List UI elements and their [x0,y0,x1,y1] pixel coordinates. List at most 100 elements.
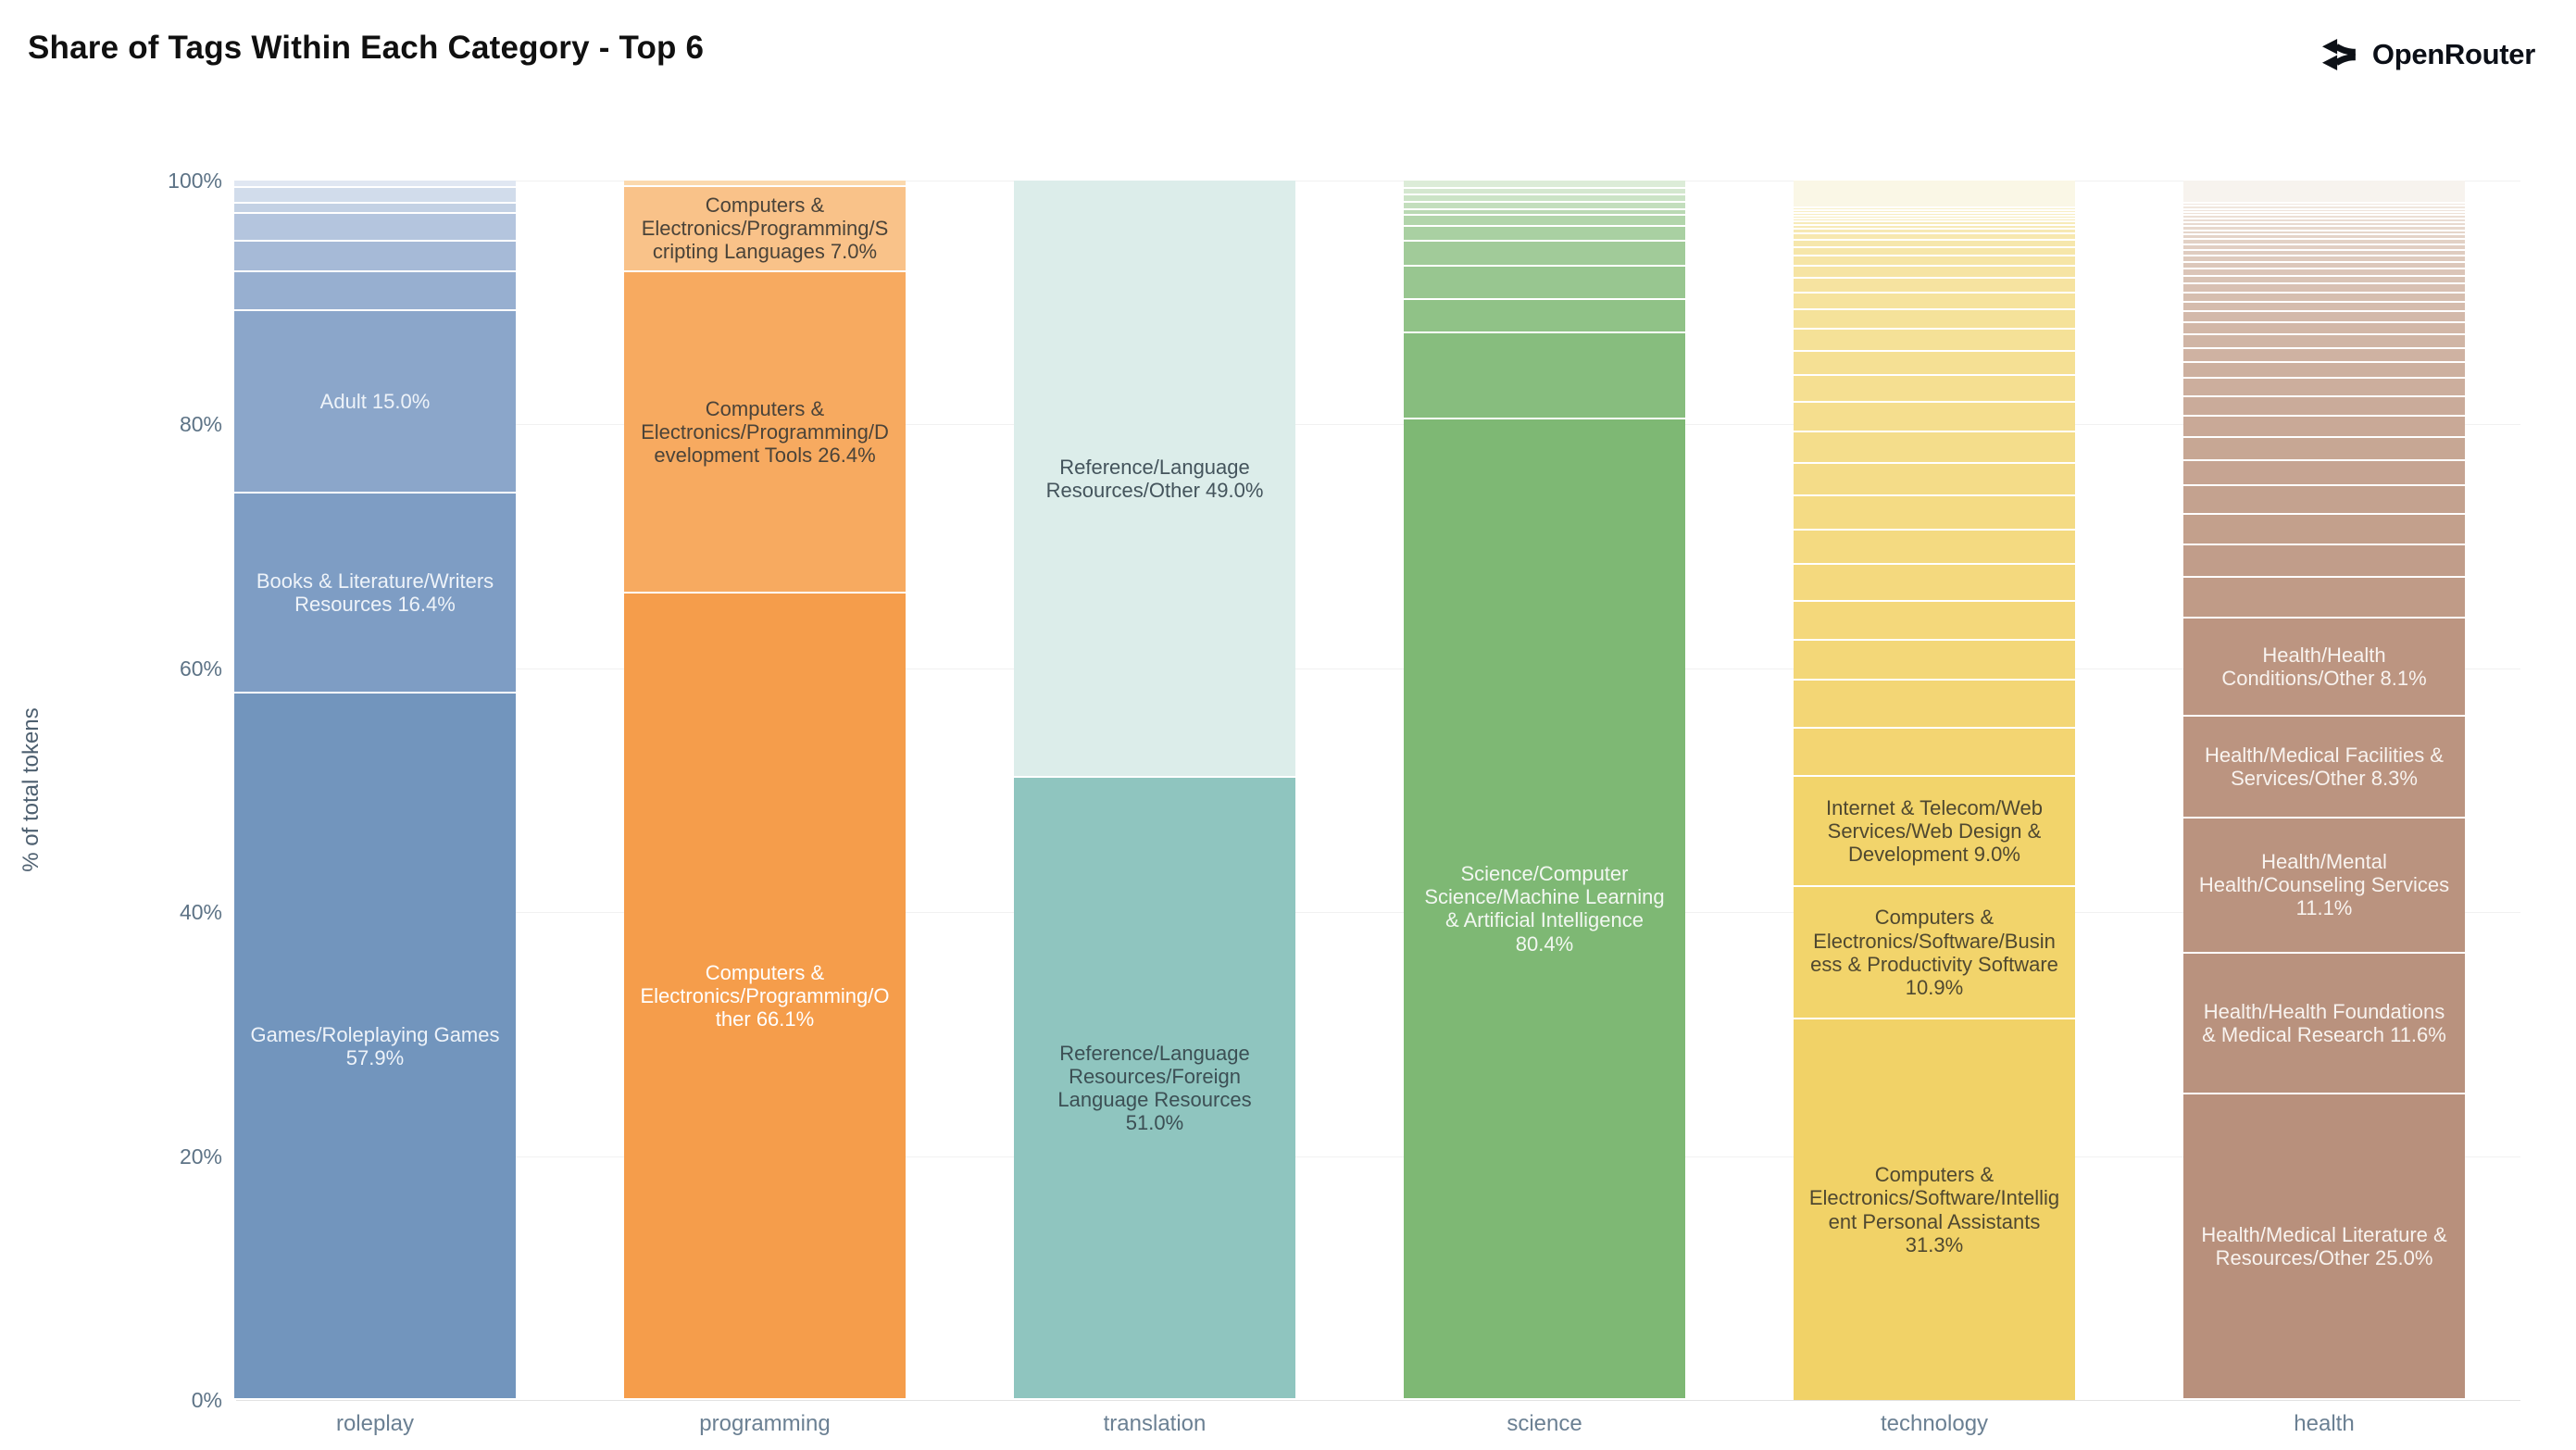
bar-segment[interactable] [2183,223,2465,225]
bar-segment[interactable] [2183,240,2465,244]
bar-segment[interactable]: Reference/Language Resources/Other 49.0% [1014,181,1295,777]
bar-segment[interactable] [2183,460,2465,485]
bar-segment[interactable] [1404,181,1685,188]
bar-segment[interactable] [1794,431,2075,462]
bar-segment[interactable] [2183,250,2465,256]
bar-segment[interactable] [1794,728,2075,776]
bar-segment[interactable] [2183,312,2465,321]
bar-segment[interactable]: Computers & Electronics/Software/Busines… [1794,886,2075,1019]
bar-segment[interactable] [2183,209,2465,211]
bar-segment[interactable]: Health/Health Foundations & Medical Rese… [2183,953,2465,1094]
bar-segment[interactable] [1794,496,2075,530]
bar-segment[interactable] [1794,214,2075,216]
bar-segment[interactable]: Health/Mental Health/Counseling Services… [2183,818,2465,952]
bar-segment[interactable] [1794,256,2075,265]
bar-segment[interactable] [1404,227,1685,240]
bar-segment[interactable] [1404,267,1685,298]
bar-segment[interactable] [2183,293,2465,301]
bar-segment[interactable] [2183,379,2465,395]
bar-segment[interactable] [2183,212,2465,215]
bar-segment[interactable] [1404,300,1685,331]
bar-segment[interactable] [1794,241,2075,246]
bar-segment[interactable]: Internet & Telecom/Web Services/Web Desi… [1794,777,2075,885]
bar-segment[interactable] [1794,565,2075,600]
bar-segment[interactable] [1794,208,2075,210]
bar-segment[interactable] [1794,601,2075,639]
bar-segment[interactable] [2183,302,2465,311]
bar-segment[interactable]: Computers & Electronics/Programming/Othe… [624,594,906,1398]
bar-segment[interactable]: Adult 15.0% [234,310,516,493]
bar-segment[interactable] [1794,351,2075,375]
bar-segment[interactable] [1404,209,1685,215]
bar-segment[interactable] [2183,204,2465,206]
bar-segment[interactable]: Computers & Electronics/Programming/Deve… [624,271,906,593]
bar-segment[interactable] [1404,332,1685,419]
bar-segment[interactable] [2183,226,2465,230]
bar-segment[interactable] [234,187,516,202]
bar-segment[interactable] [2183,396,2465,415]
bar-segment[interactable]: Reference/Language Resources/Foreign Lan… [1014,778,1295,1398]
bar-segment[interactable] [1404,194,1685,201]
bar-segment[interactable] [1794,293,2075,309]
bar-segment[interactable] [2183,219,2465,222]
bar-segment[interactable] [1404,189,1685,194]
bar-segment[interactable] [624,181,906,185]
bar-segment[interactable] [1794,681,2075,727]
bar-segment[interactable]: Computers & Electronics/Software/Intelli… [1794,1019,2075,1400]
bar-segment[interactable] [1404,202,1685,208]
bar-segment[interactable]: Games/Roleplaying Games 57.9% [234,694,516,1398]
bar-segment[interactable] [234,213,516,240]
bar-segment[interactable] [2183,262,2465,269]
bar-segment[interactable] [1794,278,2075,292]
bar-segment[interactable]: Books & Literature/Writers Resources 16.… [234,494,516,693]
bar-segment[interactable]: Health/Medical Facilities & Services/Oth… [2183,717,2465,817]
bar-segment[interactable] [2183,322,2465,334]
bar-segment[interactable] [2183,284,2465,292]
bar-segment[interactable] [2183,235,2465,239]
bar-segment[interactable] [1794,181,2075,207]
bar-segment[interactable] [1794,403,2075,431]
bar-segment[interactable] [1794,310,2075,329]
bar-segment[interactable]: Health/Health Conditions/Other 8.1% [2183,618,2465,716]
bar-segment[interactable] [2183,578,2465,617]
bar-segment[interactable] [234,204,516,212]
bar-segment[interactable] [1404,241,1685,266]
bar-segment[interactable] [1794,247,2075,256]
bar-segment[interactable] [2183,269,2465,275]
bar-segment[interactable] [2183,216,2465,219]
bar-segment[interactable] [234,271,516,309]
bar-segment[interactable] [1794,222,2075,225]
bar-segment[interactable] [1794,230,2075,233]
bar-segment[interactable] [2183,544,2465,577]
bar-segment[interactable] [1794,463,2075,495]
bar-segment[interactable] [2183,514,2465,544]
bar-segment[interactable] [2183,486,2465,513]
bar-segment[interactable] [1794,640,2075,680]
bar-segment[interactable] [1794,266,2075,277]
bar-segment[interactable] [2183,276,2465,283]
bar-segment[interactable] [2183,181,2465,203]
bar-segment[interactable] [1794,376,2075,402]
bar-segment[interactable] [1794,217,2075,219]
bar-segment[interactable] [2183,244,2465,249]
bar-segment[interactable] [2183,206,2465,208]
bar-segment[interactable] [1794,330,2075,350]
bar-segment[interactable]: Health/Medical Literature & Resources/Ot… [2183,1094,2465,1398]
bar-segment[interactable] [2183,335,2465,347]
bar-segment[interactable] [2183,416,2465,436]
bar-segment[interactable] [2183,363,2465,378]
bar-segment[interactable] [1794,226,2075,229]
bar-segment[interactable] [2183,348,2465,362]
bar-segment[interactable] [234,181,516,186]
bar-segment[interactable]: Science/Computer Science/Machine Learnin… [1404,419,1685,1398]
bar-segment[interactable] [234,241,516,270]
bar-segment[interactable] [2183,256,2465,261]
bar-segment[interactable] [1794,531,2075,564]
bar-segment[interactable] [2183,231,2465,234]
bar-segment[interactable] [2183,437,2465,459]
bar-segment[interactable]: Computers & Electronics/Programming/Scri… [624,186,906,270]
bar-segment[interactable] [1794,211,2075,213]
bar-segment[interactable] [1404,216,1685,225]
bar-segment[interactable] [1794,219,2075,221]
bar-segment[interactable] [1794,234,2075,239]
